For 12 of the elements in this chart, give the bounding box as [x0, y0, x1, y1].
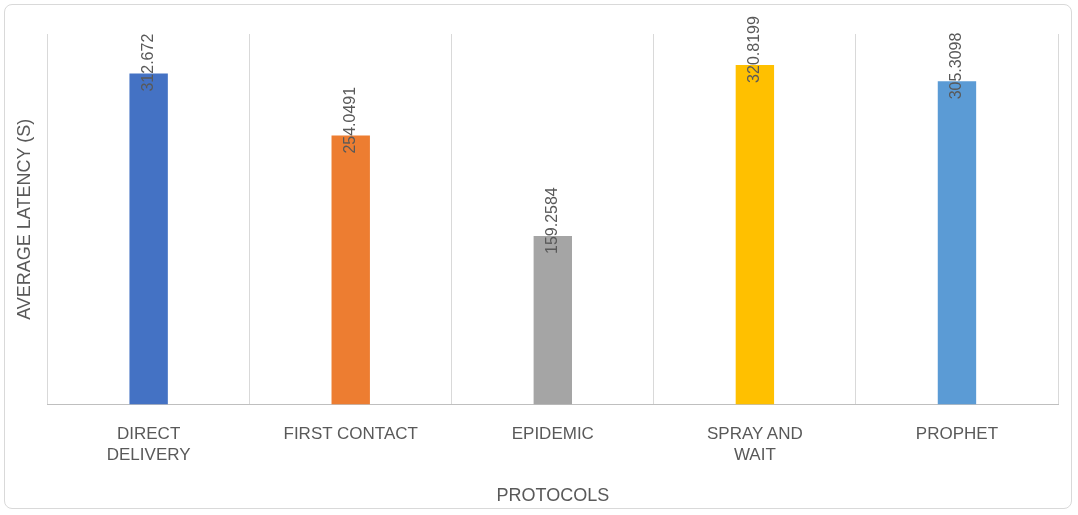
- x-tick-label: FIRST CONTACT: [283, 424, 418, 444]
- data-label: 305.3098: [947, 32, 965, 100]
- x-tick-label: PROPHET: [915, 424, 999, 444]
- y-axis-title: AVERAGE LATENCY (S): [13, 118, 34, 320]
- data-label: 312.672: [139, 33, 157, 92]
- x-tick-label: DIRECT DELIVERY: [106, 424, 191, 464]
- x-tick-label: SPRAY AND WAIT: [707, 424, 803, 464]
- x-tick-label: EPIDEMIC: [511, 424, 594, 444]
- data-label: 159.2584: [543, 187, 561, 254]
- data-label: 254.0491: [341, 86, 359, 154]
- x-axis-title: PROTOCOLS: [496, 485, 610, 506]
- data-label: 320.8199: [745, 16, 763, 83]
